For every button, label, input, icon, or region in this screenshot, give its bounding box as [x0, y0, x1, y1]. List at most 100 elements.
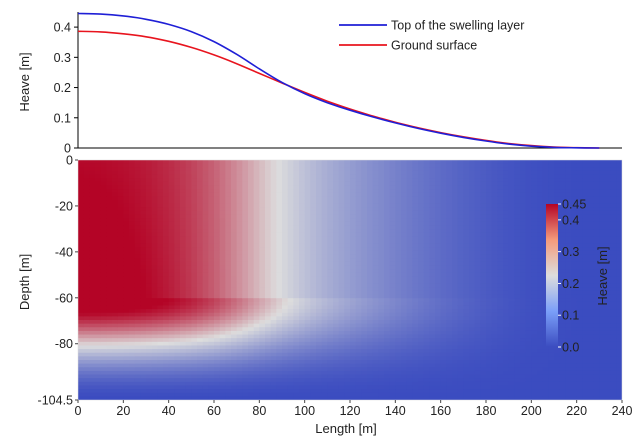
heatmap-cell — [367, 243, 374, 248]
heatmap-cell — [248, 167, 255, 172]
heatmap-cell — [174, 240, 181, 245]
heatmap-cell — [446, 349, 453, 354]
heatmap-cell — [151, 261, 158, 267]
heatmap-cell — [378, 163, 385, 168]
heatmap-cell — [157, 381, 164, 387]
heatmap-cell — [231, 341, 238, 347]
heatmap-cell — [219, 334, 226, 339]
heatmap-cell — [355, 181, 362, 187]
heatmap-cell — [452, 290, 459, 296]
heatmap-cell — [146, 305, 153, 310]
heatmap-cell — [214, 210, 221, 216]
heatmap-cell — [384, 334, 391, 339]
heatmap-cell — [384, 367, 391, 372]
heatmap-cell — [497, 316, 504, 321]
heatmap-cell — [457, 243, 464, 248]
heatmap-cell — [395, 247, 402, 252]
heatmap-cell — [338, 232, 345, 237]
heatmap-cell — [367, 330, 374, 336]
heatmap-cell — [140, 301, 147, 307]
heatmap-cell — [89, 330, 96, 336]
heatmap-cell — [491, 316, 498, 321]
heatmap-cell — [338, 298, 345, 303]
heatmap-cell — [429, 254, 436, 259]
heatmap-cell — [321, 305, 328, 310]
heatmap-cell — [423, 341, 430, 347]
heatmap-cell — [389, 360, 396, 365]
heatmap-cell — [112, 301, 119, 307]
heatmap-cell — [316, 203, 323, 208]
heatmap-cell — [106, 352, 113, 357]
heatmap-cell — [338, 181, 345, 187]
heatmap-cell — [338, 192, 345, 197]
heatmap-cell — [406, 309, 413, 314]
heatmap-cell — [474, 240, 481, 245]
heatmap-cell — [78, 374, 85, 379]
heatmap-cell — [197, 261, 204, 267]
heatmap-cell — [112, 330, 119, 336]
heatmap-cell — [491, 323, 498, 328]
heatmap-cell — [310, 192, 317, 197]
heatmap-cell — [282, 247, 289, 252]
heatmap-cell — [219, 272, 226, 277]
heatmap-cell — [146, 243, 153, 248]
heatmap-cell — [463, 367, 470, 372]
heatmap-cell — [191, 356, 198, 361]
heatmap-cell — [435, 243, 442, 248]
heatmap-cell — [355, 254, 362, 259]
heatmap-cell — [197, 280, 204, 285]
heatmap-cell — [463, 240, 470, 245]
heatmap-cell — [486, 301, 493, 307]
heatmap-cell — [350, 345, 357, 350]
heatmap-cell — [486, 327, 493, 332]
heatmap-cell — [435, 389, 442, 394]
heatmap-cell — [486, 334, 493, 339]
heatmap-cell — [146, 280, 153, 285]
heatmap-cell — [259, 360, 266, 365]
heatmap-cell — [429, 345, 436, 350]
heatmap-cell — [180, 261, 187, 267]
heatmap-cell — [168, 170, 175, 176]
heatmap-cell — [452, 272, 459, 277]
heatmap-cell — [270, 214, 277, 219]
heatmap-cell — [134, 378, 141, 383]
heatmap-cell — [78, 320, 85, 325]
heatmap-cell — [157, 320, 164, 325]
heatmap-cell — [197, 247, 204, 252]
heatmap-cell — [282, 283, 289, 288]
heatmap-cell — [242, 374, 249, 379]
heatmap-cell — [310, 385, 317, 390]
heatmap-cell — [225, 330, 232, 336]
heatmap-cell — [112, 378, 119, 383]
heatmap-cell — [242, 301, 249, 307]
heatmap-cell — [440, 265, 447, 270]
heatmap-cell — [185, 392, 192, 397]
heatmap-cell — [452, 160, 459, 165]
heatmap-cell — [140, 298, 147, 303]
heatmap-cell — [316, 243, 323, 248]
heatmap-cell — [355, 265, 362, 270]
heatmap-cell — [214, 269, 221, 274]
heatmap-cell — [185, 265, 192, 270]
heatmap-cell — [259, 218, 266, 223]
heatmap-cell — [129, 167, 136, 172]
heatmap-cell — [208, 294, 215, 299]
heatmap-cell — [287, 309, 294, 314]
heatmap-cell — [299, 280, 306, 285]
heatmap-cell — [327, 301, 334, 307]
heatmap-cell — [452, 389, 459, 394]
heatmap-cell — [180, 207, 187, 212]
heatmap-cell — [457, 396, 464, 400]
heatmap-cell — [486, 349, 493, 354]
heatmap-cell — [214, 349, 221, 354]
heatmap-cell — [355, 247, 362, 252]
heatmap-cell — [208, 232, 215, 237]
heatmap-cell — [146, 189, 153, 194]
heatmap-cell — [265, 320, 272, 325]
heatmap-cell — [367, 160, 374, 165]
heatmap-cell — [140, 254, 147, 259]
heatmap-cell — [361, 258, 368, 263]
heatmap-cell — [117, 272, 124, 277]
heatmap-cell — [497, 341, 504, 347]
heatmap-cell — [89, 341, 96, 347]
